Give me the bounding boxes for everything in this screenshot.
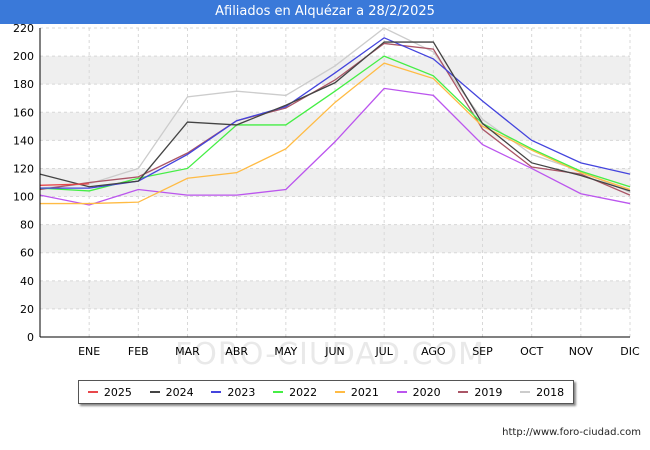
y-tick-label: 20 [20, 303, 34, 316]
legend-swatch [334, 391, 345, 393]
series-line-2024 [39, 41, 631, 192]
legend-label: 2020 [412, 385, 441, 399]
x-tick-label: ABR [225, 345, 248, 358]
y-tick-label: 60 [20, 247, 34, 260]
y-tick-label: 100 [13, 191, 34, 204]
x-tick-label: DIC [620, 345, 640, 358]
legend-item-2019: 2019 [458, 386, 502, 399]
y-tick-label: 180 [13, 78, 34, 91]
series-line-2020 [39, 87, 631, 206]
x-tick-label: JUL [374, 345, 393, 358]
x-tick-label: OCT [520, 345, 543, 358]
legend-item-2020: 2020 [396, 385, 441, 399]
x-tick-label: AGO [421, 345, 446, 358]
legend-item-2025: 2025 [87, 385, 132, 399]
legend-item-2023: 2023 [211, 386, 255, 399]
footer-url: http://www.foro-ciudad.com [502, 427, 641, 438]
legend-item-2024: 2024 [149, 385, 194, 399]
legend-item-2021: 2021 [334, 385, 379, 399]
x-tick-label: FEB [128, 345, 149, 358]
watermark: FORO-CIUDAD.COM [175, 337, 485, 372]
y-tick-label: 0 [27, 331, 34, 344]
x-tick-label: ENE [78, 345, 100, 358]
legend-swatch [458, 391, 469, 393]
x-tick-label: SEP [472, 345, 493, 358]
legend-swatch [273, 391, 284, 393]
series-line-2019 [39, 42, 631, 196]
legend-swatch [149, 391, 160, 393]
y-tick-label: 40 [20, 275, 34, 288]
legend-label: 2019 [474, 385, 503, 399]
series-line-2018 [39, 27, 631, 193]
legend-swatch [396, 391, 407, 393]
legend: 2025 2024 2023 2022 2021 2020 2019 2018 [78, 380, 574, 404]
legend-label: 2022 [289, 385, 318, 399]
legend-item-2018: 2018 [520, 386, 564, 399]
y-tick-label: 80 [20, 219, 34, 232]
y-tick-label: 120 [13, 162, 34, 175]
x-tick-label: MAY [274, 345, 297, 358]
y-tick-label: 160 [13, 106, 34, 119]
legend-label: 2021 [350, 385, 379, 399]
chart-title: Afiliados en Alquézar a 28/2/2025 [0, 0, 650, 24]
legend-swatch [520, 391, 531, 393]
legend-item-2022: 2022 [273, 386, 317, 399]
y-tick-label: 220 [13, 24, 34, 35]
series-line-2025 [39, 183, 90, 186]
x-tick-label: JUN [324, 345, 345, 358]
line-chart: FORO-CIUDAD.COM 0 20 40 60 80 100 120 140 160 180… [13, 24, 640, 372]
y-tick-label: 140 [13, 134, 34, 147]
y-tick-label: 200 [13, 50, 34, 63]
x-tick-label: NOV [569, 345, 594, 358]
legend-label: 2025 [103, 385, 132, 399]
legend-label: 2023 [227, 385, 256, 399]
series-lines [39, 27, 631, 206]
series-line-2022 [39, 55, 631, 192]
legend-swatch [87, 391, 98, 393]
legend-swatch [211, 391, 222, 393]
axes: 0 20 40 60 80 100 120 140 160 180 200 220 ENE FEB MAR A… [13, 24, 640, 358]
legend-label: 2018 [536, 385, 565, 399]
series-line-2021 [40, 62, 631, 205]
legend-label: 2024 [165, 385, 194, 399]
x-tick-label: MAR [175, 345, 200, 358]
